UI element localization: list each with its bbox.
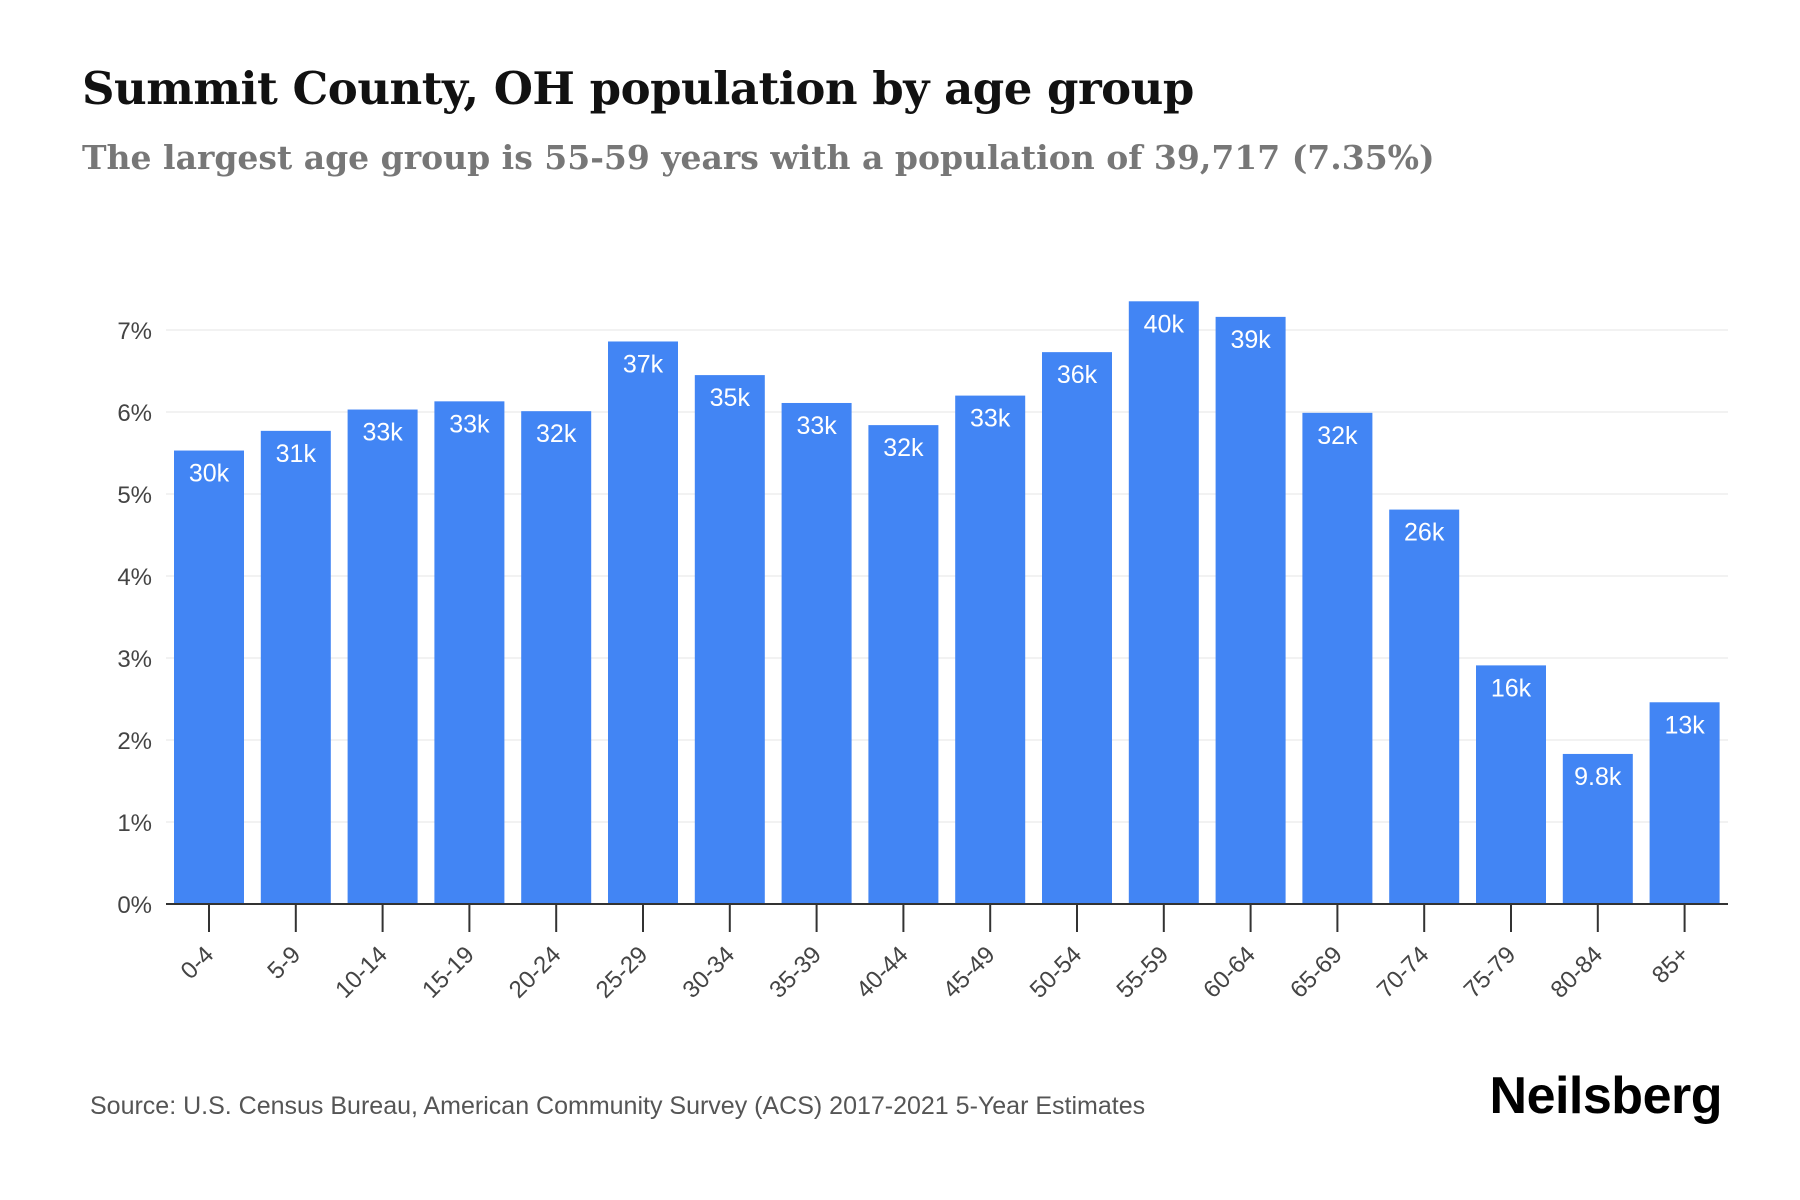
bar-value-label: 39k <box>1230 326 1271 354</box>
bar-60-64 <box>1215 316 1286 904</box>
bar-55-59 <box>1128 301 1199 904</box>
bar-50-54 <box>1042 352 1112 904</box>
x-tick-label: 60-64 <box>1198 941 1261 1004</box>
y-tick-label: 0% <box>117 892 152 919</box>
y-tick-label: 7% <box>117 318 152 345</box>
x-tick-label: 70-74 <box>1372 941 1435 1004</box>
bar-value-label: 16k <box>1491 674 1532 702</box>
chart-title: Summit County, OH population by age grou… <box>82 62 1194 115</box>
y-tick-label: 3% <box>117 646 152 673</box>
bar-35-39 <box>781 402 852 904</box>
x-tick-label: 30-34 <box>678 941 741 1004</box>
x-tick-label: 50-54 <box>1025 941 1088 1004</box>
x-tick-label: 55-59 <box>1112 941 1175 1004</box>
x-tick-label: 25-29 <box>591 941 654 1004</box>
chart-subtitle: The largest age group is 55-59 years wit… <box>82 138 1435 177</box>
bar-value-label: 9.8k <box>1574 763 1622 791</box>
bar-15-19 <box>434 401 505 904</box>
bar-value-label: 26k <box>1404 519 1445 547</box>
bar-value-label: 33k <box>970 405 1011 433</box>
bar-85+ <box>1649 702 1720 904</box>
bar-5-9 <box>260 430 331 904</box>
x-tick-label: 65-69 <box>1285 941 1348 1004</box>
bar-75-79 <box>1476 665 1546 904</box>
bar-value-label: 37k <box>623 350 664 378</box>
bar-value-label: 40k <box>1144 310 1185 338</box>
bar-value-label: 35k <box>710 384 751 412</box>
bar-value-label: 33k <box>449 410 490 438</box>
bar-70-74 <box>1389 509 1460 904</box>
x-tick-label: 85+ <box>1647 941 1695 989</box>
y-tick-label: 6% <box>117 400 152 427</box>
x-tick-label: 35-39 <box>764 941 827 1004</box>
y-tick-label: 2% <box>117 728 152 755</box>
bar-40-44 <box>868 425 939 904</box>
bar-value-label: 36k <box>1057 361 1098 389</box>
bar-20-24 <box>521 411 592 904</box>
bar-value-label: 33k <box>362 419 403 447</box>
bar-value-label: 32k <box>883 434 924 462</box>
bar-10-14 <box>347 409 418 904</box>
bars <box>174 301 1720 905</box>
x-tick-label: 75-79 <box>1459 941 1522 1004</box>
bar-65-69 <box>1302 412 1373 904</box>
bar-0-4 <box>174 450 244 904</box>
x-axis-ticks: 0-4 5-9 10-14 15-19 20-24 25-29 30-34 35-39 40-4… <box>176 904 1695 1004</box>
x-tick-label: 10-14 <box>330 941 393 1004</box>
y-axis-ticks: 0% 1% 2% 3% 4% 5% 6% 7% <box>117 318 152 919</box>
bar-value-labels: 30k 31k 33k 33k 32k 37k 35k 33k 32k 33k 36k 40k 39k 3… <box>189 310 1705 791</box>
x-tick-label: 5-9 <box>262 941 306 985</box>
bar-30-34 <box>694 375 765 905</box>
bar-45-49 <box>955 395 1026 904</box>
y-tick-label: 1% <box>117 810 152 837</box>
x-tick-label: 0-4 <box>176 941 220 985</box>
bar-80-84 <box>1562 753 1633 904</box>
bar-value-label: 30k <box>189 460 230 488</box>
x-tick-label: 45-49 <box>938 941 1001 1004</box>
x-tick-label: 80-84 <box>1546 941 1609 1004</box>
x-tick-label: 40-44 <box>851 941 914 1004</box>
y-tick-label: 5% <box>117 482 152 509</box>
bar-value-label: 31k <box>276 440 317 468</box>
y-tick-label: 4% <box>117 564 152 591</box>
x-tick-label: 20-24 <box>504 941 567 1004</box>
source-note: Source: U.S. Census Bureau, American Com… <box>90 1092 1146 1120</box>
bar-value-label: 33k <box>796 412 837 440</box>
brand-logo: Neilsberg <box>1489 1067 1723 1125</box>
bar-value-label: 13k <box>1664 711 1705 739</box>
x-tick-label: 15-19 <box>417 941 480 1004</box>
bar-25-29 <box>608 341 678 905</box>
gridlines <box>166 329 1728 823</box>
bar-value-label: 32k <box>1317 422 1358 450</box>
bar-value-label: 32k <box>536 420 577 448</box>
